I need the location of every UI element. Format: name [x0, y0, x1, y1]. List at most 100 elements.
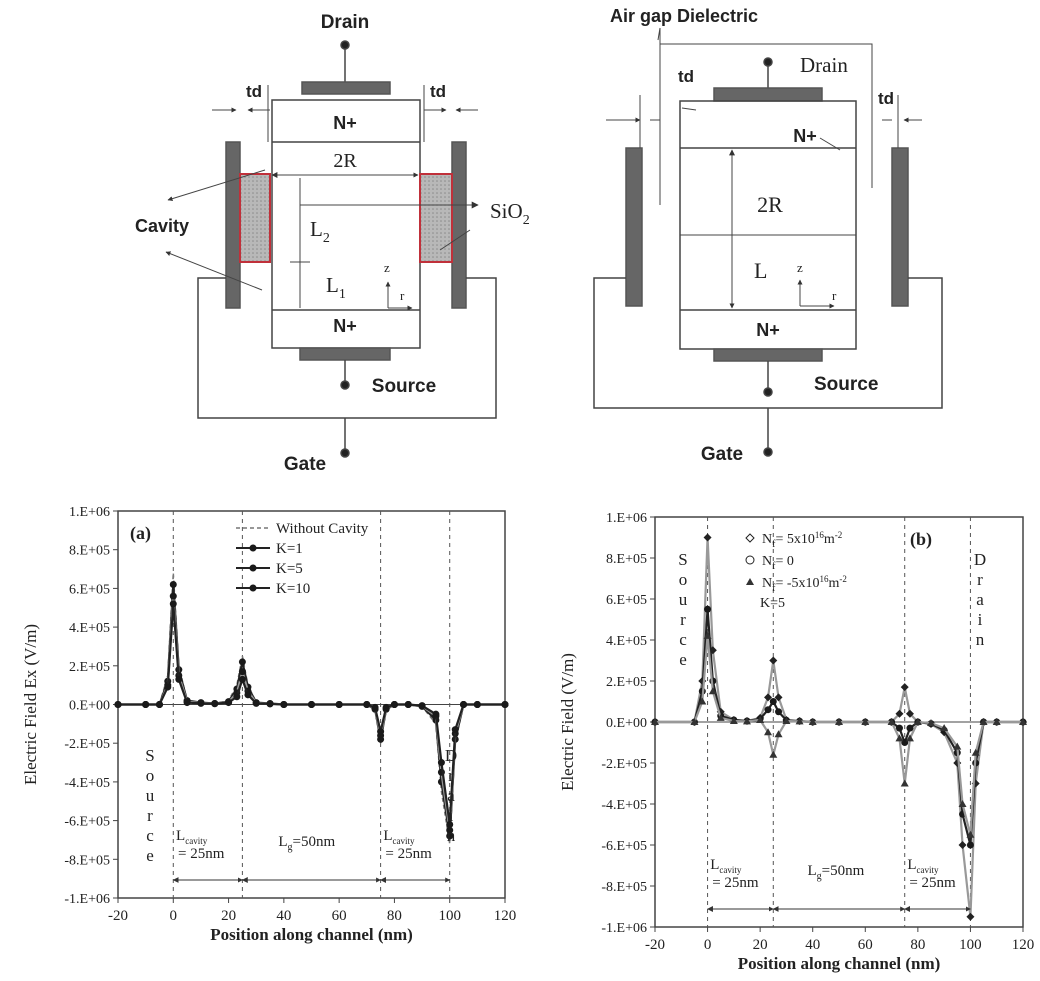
gate-left [225, 141, 241, 309]
legend-label: Nf= -5x1016m-2 [762, 574, 847, 594]
x-axis-label: Position along channel (nm) [210, 925, 413, 944]
data-point [953, 742, 962, 750]
source-letter: c [679, 630, 687, 649]
legend-label: Nf= 0 [762, 554, 794, 572]
data-point [900, 683, 909, 692]
z-axis-label-right: z [797, 260, 803, 275]
gate-right-right-diagram [891, 147, 909, 307]
series-line [118, 603, 505, 825]
data-point [183, 699, 191, 707]
data-point [690, 718, 699, 725]
cavity-right [419, 173, 453, 263]
x-tick-label: 60 [858, 937, 873, 953]
data-point [460, 701, 468, 708]
legend-label: K=5 [276, 561, 303, 577]
data-point [913, 718, 922, 725]
y-tick-label: 8.E+05 [606, 552, 647, 567]
source-electrode [299, 347, 391, 361]
data-point [756, 715, 765, 723]
r-axis-label-right: r [832, 288, 837, 303]
data-point [782, 716, 791, 724]
data-point [698, 697, 707, 705]
data-point [895, 734, 904, 742]
data-point [905, 734, 914, 742]
y-tick-label: -8.E+05 [601, 880, 647, 895]
data-point [769, 750, 778, 758]
data-point [906, 724, 914, 732]
x-tick-label: -20 [645, 937, 665, 953]
legend-extra-label: K=5 [760, 596, 785, 611]
data-point [895, 709, 904, 718]
data-point [266, 700, 274, 708]
data-point [169, 600, 177, 608]
panel-label: (a) [130, 523, 151, 544]
data-point [197, 699, 205, 707]
data-point [501, 701, 509, 708]
data-point [958, 841, 967, 849]
drain-letter: r [448, 766, 454, 785]
x-tick-label: 100 [959, 937, 982, 953]
data-point [905, 709, 914, 718]
gate-right [451, 141, 467, 309]
legend-marker [249, 544, 257, 552]
air-gap-dielectric-label: Air gap Dielectric [610, 6, 758, 26]
y-tick-label: -1.E+06 [601, 921, 647, 936]
data-point [769, 698, 777, 705]
cavity-left [239, 173, 271, 263]
data-point [418, 702, 426, 710]
l-cavity-1-label-value: = 25nm [178, 846, 225, 862]
data-point [238, 658, 246, 666]
data-point [992, 718, 1001, 725]
data-point [861, 718, 870, 725]
data-point [233, 693, 241, 701]
source-letter: u [146, 786, 155, 805]
y-axis-label: Electric Field Ex (V/m) [21, 624, 40, 785]
source-terminal-icon-right [763, 387, 773, 397]
y-tick-label: 1.E+06 [69, 505, 110, 520]
panel-label: (b) [910, 529, 932, 550]
two-r-label: 2R [333, 150, 357, 172]
data-point [280, 701, 288, 708]
x-tick-label: 100 [438, 908, 461, 924]
y-tick-label: 0.E+00 [69, 699, 110, 714]
data-point [940, 724, 949, 732]
data-point [743, 717, 751, 725]
y-tick-label: 0.E+00 [606, 716, 647, 731]
drain-label-right: Drain [800, 53, 848, 77]
drain-letter: D [974, 550, 986, 569]
gate-label-right: Gate [701, 444, 743, 465]
legend-label: K=1 [276, 541, 303, 557]
data-point [704, 605, 712, 613]
y-tick-label: -4.E+05 [601, 798, 647, 813]
legend-marker [249, 584, 257, 592]
chart-b: -1.E+06 -8.E+05 -6.E+05 -4.E+05 -2.E+05 0.E+0… [558, 511, 1034, 973]
x-tick-label: 80 [387, 908, 402, 924]
data-point [958, 800, 967, 807]
data-point [211, 700, 219, 708]
two-r-label-right: 2R [757, 192, 783, 217]
data-point [308, 701, 315, 708]
x-tick-label: 120 [494, 908, 517, 924]
data-point [335, 701, 343, 708]
data-point [708, 687, 717, 695]
data-point [729, 716, 738, 724]
data-point [651, 718, 659, 725]
y-tick-label: 8.E+05 [69, 544, 110, 559]
td-right-label: td [430, 82, 446, 101]
data-point [244, 691, 252, 699]
source-letter: r [147, 806, 153, 825]
source-letter: r [680, 610, 686, 629]
data-point [377, 728, 385, 736]
device-diagram-with-cavity-labels: Drain N+ N+ Source Gate td td 2R Cavity … [135, 12, 530, 475]
drain-letter: i [978, 610, 983, 629]
source-letter: o [679, 570, 688, 589]
drain-letter: n [976, 630, 985, 649]
data-point [979, 718, 988, 725]
y-tick-label: -6.E+05 [64, 815, 110, 830]
data-point [238, 675, 246, 683]
drain-electrode-right [713, 87, 823, 102]
y-tick-label: 1.E+06 [606, 511, 647, 526]
x-tick-label: 0 [704, 937, 712, 953]
drain-terminal-icon-right [763, 57, 773, 67]
td-left-label: td [246, 82, 262, 101]
